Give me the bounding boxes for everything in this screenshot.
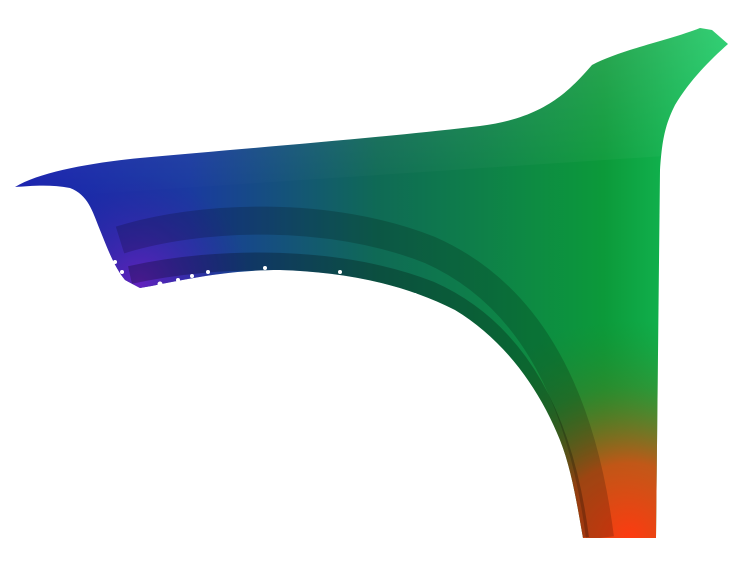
mounting-holes [113, 260, 554, 468]
